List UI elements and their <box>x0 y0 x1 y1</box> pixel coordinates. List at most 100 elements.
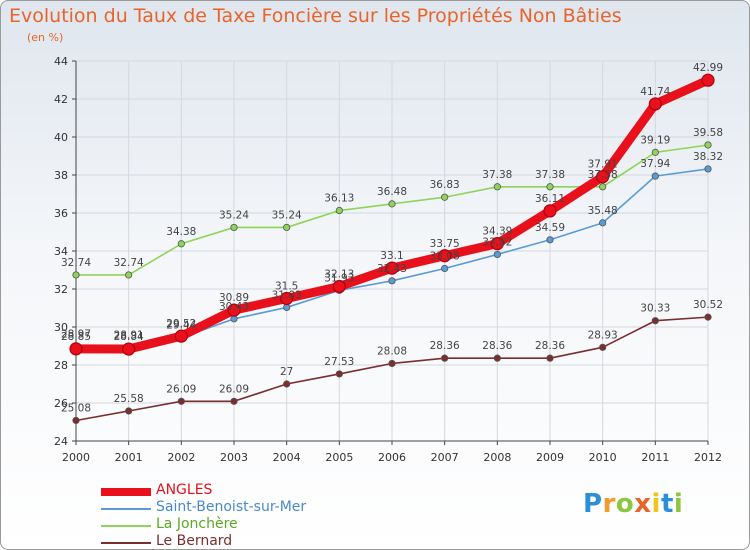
data-label: 32.74 <box>114 257 144 269</box>
data-point <box>546 236 554 244</box>
data-point <box>283 380 291 388</box>
data-label: 42.99 <box>693 62 723 74</box>
data-label: 35.24 <box>272 209 302 221</box>
data-label: 35.48 <box>588 205 618 217</box>
y-tick-label: 42 <box>54 93 68 106</box>
data-point <box>704 313 712 321</box>
data-label: 28.84 <box>114 331 144 343</box>
data-point <box>438 249 452 263</box>
x-tick-label: 2004 <box>273 451 301 464</box>
data-point <box>335 370 343 378</box>
legend-swatch <box>101 525 151 527</box>
data-label: 37.94 <box>640 158 670 170</box>
data-label: 28.36 <box>482 340 512 352</box>
logo-letter: x <box>634 489 652 519</box>
data-point <box>596 170 610 184</box>
data-label: 41.74 <box>640 86 670 98</box>
legend-swatch <box>101 542 151 544</box>
data-label: 33.75 <box>430 238 460 250</box>
logo-letter: P <box>583 489 603 519</box>
data-point <box>704 141 712 149</box>
data-label: 34.38 <box>166 226 196 238</box>
data-label: 29.52 <box>166 318 196 330</box>
data-label: 28.08 <box>377 345 407 357</box>
data-point <box>546 183 554 191</box>
data-point <box>546 354 554 362</box>
data-label: 28.91 <box>114 330 144 342</box>
data-point <box>441 193 449 201</box>
data-point <box>704 165 712 173</box>
logo-letter: i <box>651 489 661 519</box>
data-point <box>280 291 294 306</box>
data-label: 29.44 <box>166 320 196 332</box>
data-label: 30.89 <box>219 292 249 304</box>
data-label: 25.58 <box>114 393 144 405</box>
data-label: 28.36 <box>535 340 565 352</box>
data-point <box>493 250 501 259</box>
y-tick-label: 34 <box>54 245 68 258</box>
data-label: 28.97 <box>61 329 91 341</box>
data-point <box>493 183 501 191</box>
legend-label: Saint-Benoist-sur-Mer <box>156 499 307 515</box>
data-label: 36.48 <box>377 186 407 198</box>
data-label: 34.59 <box>535 222 565 234</box>
y-tick-label: 24 <box>54 435 68 448</box>
data-point <box>651 317 659 325</box>
data-point <box>122 342 136 356</box>
legend-label: Le Bernard <box>156 533 233 549</box>
data-label: 30.33 <box>640 303 670 315</box>
data-label: 36.83 <box>430 179 460 191</box>
data-label: 32.74 <box>61 257 91 269</box>
x-tick-label: 2010 <box>589 451 617 464</box>
data-point <box>599 343 607 351</box>
data-point <box>174 329 188 343</box>
data-point <box>388 200 396 208</box>
data-point <box>72 271 80 279</box>
data-point <box>283 303 291 312</box>
data-point <box>388 277 396 285</box>
x-tick-label: 2006 <box>378 451 406 464</box>
x-tick-label: 2011 <box>641 451 669 464</box>
data-point <box>125 271 133 279</box>
data-label: 37.38 <box>588 169 618 181</box>
data-label: 36.13 <box>324 193 354 205</box>
chart-unit-label: (en %) <box>27 31 64 44</box>
y-tick-label: 44 <box>54 55 68 68</box>
data-label: 31.5 <box>275 281 298 293</box>
data-label: 28.36 <box>430 340 460 352</box>
legend-swatch <box>101 508 151 510</box>
data-label: 25.08 <box>61 402 91 414</box>
y-tick-label: 38 <box>54 169 68 182</box>
logo-letter: i <box>673 489 684 519</box>
y-tick-label: 28 <box>54 359 68 372</box>
data-label: 33.1 <box>380 250 403 262</box>
data-point <box>648 97 662 111</box>
y-tick-label: 26 <box>54 397 68 410</box>
x-tick-label: 2005 <box>325 451 353 464</box>
x-tick-label: 2000 <box>62 451 90 464</box>
x-tick-label: 2012 <box>694 451 722 464</box>
y-tick-label: 32 <box>54 283 68 296</box>
logo-letter: t <box>660 489 674 519</box>
x-tick-label: 2008 <box>483 451 511 464</box>
data-label: 30.52 <box>693 299 723 311</box>
data-label: 37.38 <box>482 169 512 181</box>
data-label: 39.58 <box>693 127 723 139</box>
y-tick-label: 30 <box>54 321 68 334</box>
data-point <box>69 342 83 356</box>
data-point <box>227 303 241 317</box>
data-label: 38.32 <box>693 151 723 163</box>
data-point <box>125 407 133 415</box>
data-point <box>230 397 238 405</box>
legend-swatch <box>101 488 151 496</box>
data-label: 32.13 <box>324 269 354 281</box>
data-label: 36.11 <box>535 193 565 205</box>
data-label: 39.19 <box>640 134 670 146</box>
data-point <box>490 236 504 251</box>
data-point <box>543 204 557 218</box>
data-label: 30.43 <box>219 301 249 313</box>
data-label: 27.53 <box>324 356 354 368</box>
x-tick-label: 2001 <box>115 451 143 464</box>
data-label: 35.24 <box>219 209 249 221</box>
data-point <box>599 183 607 191</box>
